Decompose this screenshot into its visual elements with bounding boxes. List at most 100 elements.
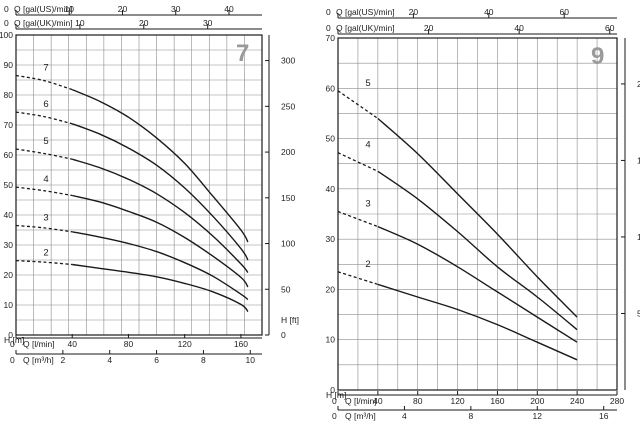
y-axis-tick-label: 10	[326, 335, 336, 345]
x-axis-m3h-tick-label: 4	[107, 355, 112, 365]
y-axis-tick-label: 90	[4, 60, 14, 70]
y-axis-tick-label: 50	[4, 180, 14, 190]
right-axis-tick-label: 0	[281, 330, 286, 340]
curve-5-solid	[377, 117, 578, 318]
curve-7-dashed	[15, 74, 73, 91]
curve-6-solid	[71, 123, 249, 261]
curve-label-5: 5	[43, 136, 48, 147]
y-axis-tick-label: 20	[4, 270, 14, 280]
curve-7-solid	[71, 88, 249, 243]
x-axis-m3h-tick-label: 12	[533, 411, 543, 421]
y-axis-tick-label: 70	[326, 33, 336, 43]
x-axis-lmin-tick-label: 80	[413, 396, 423, 406]
curve-5-solid	[71, 158, 249, 274]
top-axis-us-tick-label: 20	[118, 4, 128, 14]
x-axis-m3h-tick-label: 10	[246, 355, 256, 365]
right-axis-label: H [ft]	[281, 315, 299, 325]
right-axis-tick-label: 150	[281, 193, 295, 203]
x-axis-m3h-tick-label: 16	[599, 411, 609, 421]
plot-frame	[15, 34, 263, 336]
y-axis-tick-label: 80	[4, 90, 14, 100]
y-axis-tick-label: 60	[326, 83, 336, 93]
x-axis-lmin-tick-label: 160	[490, 396, 504, 406]
y-axis-tick-label: 100	[0, 30, 13, 40]
x-axis-m3h-label: Q [m³/h]	[23, 355, 54, 365]
x-axis-lmin-label: Q [l/min]	[345, 396, 377, 406]
top-axis-us-tick-label: 10	[65, 4, 75, 14]
curve-4-dashed	[15, 186, 73, 197]
panel-number-label: 7	[236, 40, 249, 67]
curve-2-solid	[72, 263, 249, 313]
top-axis-us-tick-label: 30	[171, 4, 181, 14]
top-axis-uk-tick-label: 60	[605, 23, 615, 33]
curve-3-solid	[72, 231, 249, 301]
curve-label-2: 2	[43, 248, 48, 259]
curve-4-solid	[377, 170, 578, 331]
x-axis-lmin-zero: 0	[332, 396, 337, 406]
top-axis-us-tick-label: 40	[484, 7, 494, 17]
plot-frame	[337, 37, 618, 391]
top-axis-us-tick-label: 60	[559, 7, 569, 17]
curve-3-dashed	[15, 224, 73, 233]
top-axis-uk-zero: 0	[326, 23, 331, 33]
right-axis-tick-label: 300	[281, 56, 295, 66]
curve-5-dashed	[337, 90, 379, 120]
right-axis-tick-label: 200	[281, 147, 295, 157]
x-axis-lmin-zero: 0	[10, 339, 15, 349]
x-axis-lmin-tick-label: 120	[450, 396, 464, 406]
right-axis-tick-label: 100	[281, 239, 295, 249]
x-axis-lmin-tick-label: 200	[530, 396, 544, 406]
right-axis-tick-label: 50	[637, 308, 640, 318]
x-axis-lmin-tick-label: 240	[570, 396, 584, 406]
y-axis-tick-label: 40	[326, 184, 336, 194]
y-axis-tick-label: 60	[4, 150, 14, 160]
y-axis-label: H [m]	[326, 390, 346, 400]
curve-label-2: 2	[365, 259, 370, 270]
y-axis-tick-label: 30	[4, 240, 14, 250]
x-axis-m3h-tick-label: 8	[201, 355, 206, 365]
top-axis-uk-zero: 0	[4, 18, 9, 28]
y-axis-tick-label: 50	[326, 134, 336, 144]
x-axis-lmin-tick-label: 40	[373, 396, 383, 406]
x-axis-m3h-tick-label: 6	[154, 355, 159, 365]
right-axis-tick-label: 100	[637, 232, 640, 242]
top-axis-uk-tick-label: 20	[424, 23, 434, 33]
top-axis-us-label: Q [gal(US)/min]	[14, 4, 73, 14]
x-axis-m3h-zero: 0	[332, 411, 337, 421]
top-axis-uk-label: Q [gal(UK)/min]	[14, 18, 73, 28]
y-axis-tick-label: 30	[326, 234, 336, 244]
chart-panel-7: 10 20 30 400 Q [gal(US)/min]10 20 300 Q [gal(UK…	[0, 4, 299, 365]
y-axis-tick-label: 10	[4, 300, 14, 310]
curve-label-3: 3	[43, 213, 48, 224]
chart-panel-9: 20 40 600 Q [gal(US)/min]20 40 600 Q [gal(UK)/…	[326, 7, 640, 421]
top-axis-uk-tick-label: 10	[75, 18, 85, 28]
curve-label-4: 4	[43, 174, 48, 185]
x-axis-lmin-tick-label: 280	[610, 396, 624, 406]
curve-label-7: 7	[43, 63, 48, 74]
right-axis-tick-label: 200	[637, 79, 640, 89]
curve-label-3: 3	[365, 198, 370, 209]
panel-number-label: 9	[591, 43, 604, 70]
x-axis-m3h-zero: 0	[10, 355, 15, 365]
curve-6-dashed	[15, 111, 73, 125]
y-axis-tick-label: 40	[4, 210, 14, 220]
curve-label-4: 4	[365, 140, 370, 151]
right-axis-tick-label: 150	[637, 155, 640, 165]
curve-label-6: 6	[43, 99, 48, 110]
x-axis-m3h-label: Q [m³/h]	[345, 411, 376, 421]
x-axis-m3h-tick-label: 4	[402, 411, 407, 421]
right-axis-tick-label: 50	[281, 284, 291, 294]
curve-2-dashed	[15, 259, 73, 266]
x-axis-lmin-tick-label: 160	[234, 339, 248, 349]
right-axis-tick-label: 250	[281, 101, 295, 111]
top-axis-us-tick-label: 20	[409, 7, 419, 17]
top-axis-us-zero: 0	[326, 7, 331, 17]
y-axis-tick-label: 20	[326, 284, 336, 294]
curve-5-dashed	[15, 148, 73, 160]
top-axis-us-tick-label: 40	[224, 4, 234, 14]
x-axis-lmin-tick-label: 120	[178, 339, 192, 349]
x-axis-lmin-label: Q [l/min]	[23, 339, 55, 349]
top-axis-uk-tick-label: 20	[139, 18, 149, 28]
y-axis-tick-label: 70	[4, 120, 14, 130]
